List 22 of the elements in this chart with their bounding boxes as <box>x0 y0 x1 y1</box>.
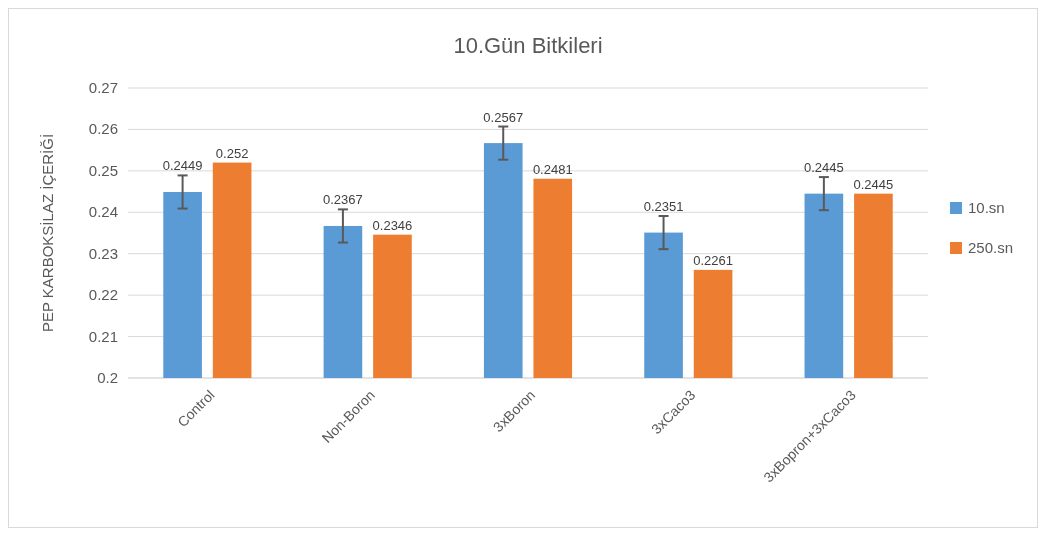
y-tick-label: 0.25 <box>88 161 118 179</box>
y-tick-label: 0.26 <box>88 120 118 138</box>
data-label: 0.2567 <box>483 109 524 125</box>
data-label: 0.2449 <box>162 158 203 174</box>
data-label: 0.2481 <box>532 161 573 177</box>
y-tick-label: 0.23 <box>88 244 118 262</box>
data-label: 0.252 <box>215 145 249 161</box>
data-label: 0.2351 <box>643 199 684 215</box>
chart-title: 10.Gün Bitkileri <box>453 33 603 58</box>
data-label: 0.2445 <box>853 176 894 192</box>
data-label: 0.2445 <box>803 160 844 176</box>
data-label: 0.2346 <box>372 217 413 233</box>
data-label: 0.2367 <box>323 192 363 208</box>
y-axis-title: PEP KARBOKSİLAZ İÇERİĞİ <box>39 133 56 333</box>
legend-label: 250.sn <box>968 239 1014 256</box>
legend-label: 10.sn <box>968 199 1005 216</box>
y-tick-label: 0.21 <box>88 327 118 345</box>
data-label: 0.2261 <box>693 252 733 268</box>
y-tick-label: 0.22 <box>88 286 118 304</box>
y-tick-label: 0.2 <box>97 369 118 386</box>
y-tick-label: 0.27 <box>88 79 118 96</box>
y-tick-label: 0.24 <box>88 203 118 221</box>
